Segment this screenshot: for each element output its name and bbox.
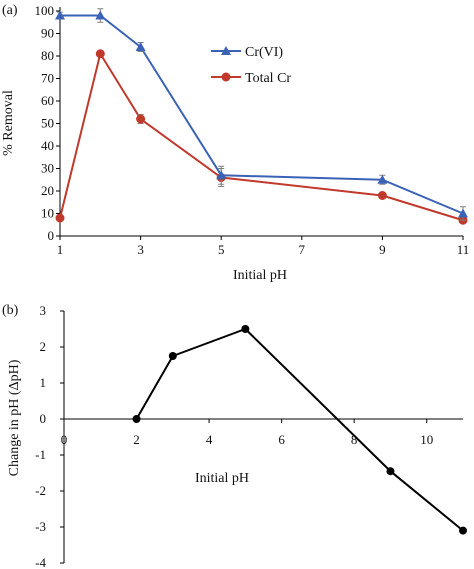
panel-b-y-tick-label: -4 — [35, 555, 46, 569]
series-line-total-cr — [59, 51, 464, 222]
panel-a-tick-labels: 0 10 20 30 40 50 60 70 80 90 100 1 3 5 7 9 11 — [35, 3, 470, 257]
panel-a-series — [55, 8, 468, 225]
panel-b-y-tick-label: 1 — [40, 375, 47, 390]
panel-b-y-tick-label: -3 — [35, 519, 46, 534]
panel-b-x-tick-label: 2 — [133, 432, 140, 447]
panel-a-x-tick-label: 7 — [299, 242, 306, 257]
panel-a-x-tick-label: 11 — [457, 242, 470, 257]
panel-b-y-tick-label: 3 — [40, 303, 47, 318]
panel-b-series — [132, 325, 467, 535]
panel-a-label: (a) — [2, 3, 18, 18]
panel-b-label: (b) — [2, 303, 19, 318]
panel-a-axes — [56, 7, 464, 240]
panel-b-x-axis-title: Initial pH — [195, 471, 249, 486]
panel-a-y-tick-label: 70 — [41, 71, 54, 86]
data-point-cr-vi — [55, 10, 65, 20]
panel-b-x-tick-label: 0 — [61, 432, 68, 447]
panel-b-y-tick-label: 0 — [40, 411, 47, 426]
panel-b-y-tick-label: -1 — [35, 447, 46, 462]
panel-a-x-axis-title: Initial pH — [233, 268, 287, 283]
panel-a-y-tick-label: 80 — [41, 48, 54, 63]
data-point-delta-ph — [132, 415, 141, 423]
legend-marker-cr-vi — [221, 46, 231, 55]
panel-a: (a) 0 10 20 30 40 50 60 70 80 90 100 1 3 5 7 9 11 % Remo… — [1, 3, 469, 283]
panel-a-y-tick-label: 40 — [41, 138, 54, 153]
data-point-cr-vi — [135, 42, 146, 51]
panel-a-x-tick-label: 1 — [57, 242, 64, 257]
panel-b-y-tick-label: 2 — [40, 339, 47, 354]
data-point-cr-vi — [216, 170, 227, 180]
panel-a-x-tick-label: 5 — [218, 242, 225, 257]
panel-b-y-tick-label: -2 — [35, 483, 46, 498]
data-point-total-cr — [95, 49, 105, 59]
legend-label-total-cr: Total Cr — [245, 71, 291, 86]
legend-label-cr-vi: Cr(VI) — [245, 45, 283, 60]
data-point-delta-ph — [168, 352, 177, 360]
data-point-cr-vi — [458, 208, 468, 218]
panel-a-y-tick-label: 30 — [41, 161, 54, 176]
panel-a-y-tick-label: 100 — [35, 3, 55, 18]
data-point-total-cr — [55, 213, 65, 223]
series-line-cr-vi — [60, 14, 464, 215]
panel-b-x-tick-label: 10 — [420, 432, 433, 447]
panel-b-y-axis-title: Change in pH (ΔpH) — [7, 359, 22, 476]
data-point-delta-ph — [386, 467, 395, 476]
series-line-delta-ph — [135, 327, 464, 532]
panel-b-x-tick-label: 4 — [206, 432, 213, 447]
panel-a-y-tick-label: 90 — [41, 26, 54, 41]
panel-a-x-tick-label: 3 — [137, 242, 144, 257]
panel-a-y-tick-label: 50 — [41, 116, 54, 131]
panel-b-x-tick-label: 6 — [278, 432, 285, 447]
panel-a-y-tick-label: 0 — [48, 228, 55, 243]
panel-b-x-tick-label: 8 — [351, 432, 358, 447]
panel-b-tick-labels: -4 -3 -2 -1 0 1 2 3 0 2 4 6 8 10 — [35, 303, 433, 569]
panel-a-y-tick-label: 20 — [41, 183, 54, 198]
data-point-delta-ph — [241, 325, 250, 333]
data-point-delta-ph — [459, 526, 467, 535]
panel-b: (b) -4 -3 -2 -1 0 1 2 3 0 2 4 6 8 10 Change in pH (Δp… — [2, 303, 467, 569]
data-point-cr-vi — [95, 10, 106, 20]
panel-a-y-tick-label: 10 — [41, 206, 54, 221]
panel-b-axes — [60, 310, 463, 564]
panel-a-x-tick-label: 9 — [379, 242, 386, 257]
data-point-total-cr — [377, 191, 387, 200]
panel-a-y-axis-title: % Removal — [1, 90, 16, 156]
panel-a-y-tick-label: 60 — [41, 93, 54, 108]
panel-a-legend: Cr(VI) Total Cr — [211, 45, 291, 86]
data-point-cr-vi — [377, 174, 388, 184]
legend-marker-total-cr — [221, 72, 231, 82]
data-point-total-cr — [136, 114, 146, 124]
